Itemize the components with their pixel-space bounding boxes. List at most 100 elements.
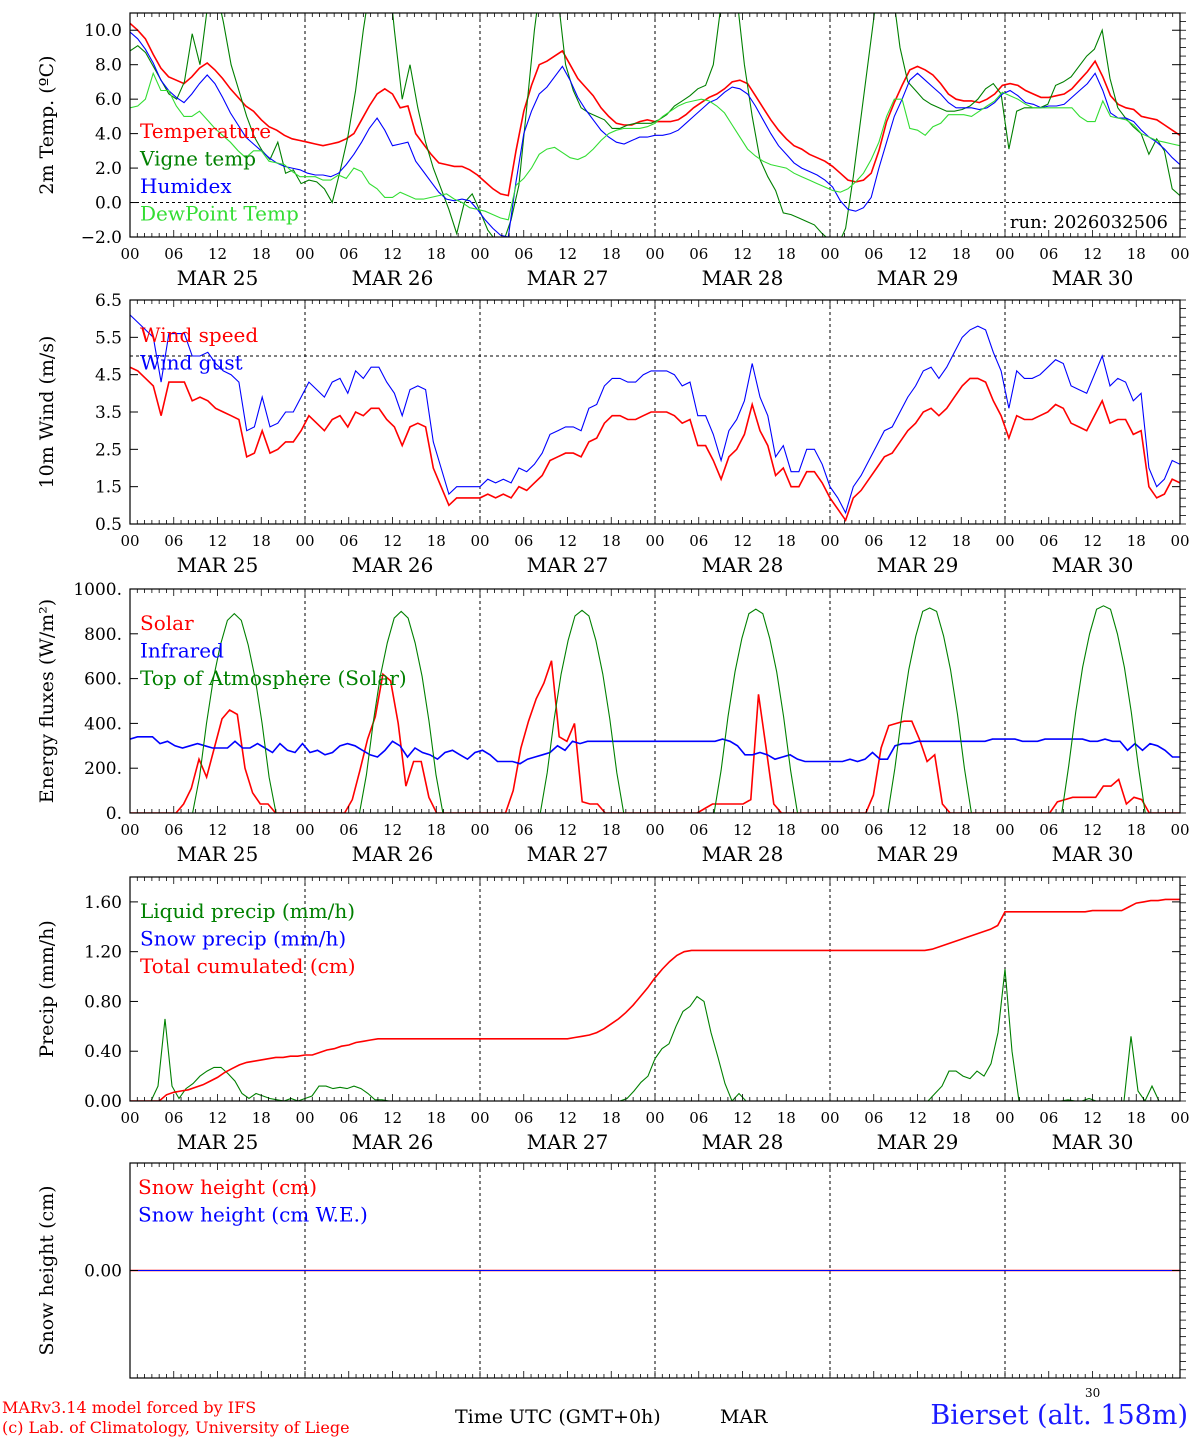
- hour-tick-label: 06: [514, 821, 533, 839]
- hour-tick-label: 12: [558, 245, 577, 263]
- hour-tick-label: 06: [164, 1109, 183, 1127]
- y-tick-label: 1.60: [84, 893, 122, 913]
- y-tick-label: 8.0: [95, 56, 122, 76]
- series-wind-gust: [130, 314, 1180, 515]
- day-label: MAR 25: [177, 1130, 259, 1154]
- time-axis-label: Time UTC (GMT+0h): [455, 1406, 661, 1428]
- hour-tick-label: 00: [820, 532, 839, 550]
- hour-tick-label: 06: [164, 532, 183, 550]
- panel-frame: [129, 588, 1181, 814]
- hour-tick-label: 18: [427, 1109, 446, 1127]
- hour-tick-label: 18: [252, 1109, 271, 1127]
- hour-tick-label: 00: [120, 1109, 139, 1127]
- y-tick-label: 0.5: [95, 515, 122, 535]
- hour-tick-label: 06: [689, 532, 708, 550]
- y-tick-label: 1.20: [84, 943, 122, 963]
- y-tick-label: 4.5: [95, 366, 122, 386]
- hour-tick-label: 06: [864, 821, 883, 839]
- hour-tick-label: 12: [1083, 821, 1102, 839]
- hour-tick-label: 12: [383, 532, 402, 550]
- hour-tick-label: 00: [470, 532, 489, 550]
- hour-tick-label: 12: [908, 532, 927, 550]
- series-dewpoint-temp: [130, 71, 1180, 221]
- legend-entry: Liquid precip (mm/h): [140, 899, 355, 923]
- hour-tick-label: 00: [1170, 532, 1189, 550]
- hour-tick-label: 18: [602, 245, 621, 263]
- model-label: MARv3.14 model forced by IFS: [2, 1398, 257, 1417]
- day-label: MAR 27: [527, 266, 609, 290]
- hour-tick-label: 06: [1039, 245, 1058, 263]
- day-label: MAR 26: [352, 553, 434, 577]
- day-label: MAR 27: [527, 1130, 609, 1154]
- day-marker: 30: [1085, 1386, 1101, 1400]
- hour-tick-label: 12: [208, 1109, 227, 1127]
- month-label: MAR: [720, 1406, 768, 1428]
- hour-tick-label: 00: [820, 245, 839, 263]
- hour-tick-label: 06: [339, 532, 358, 550]
- hour-tick-label: 18: [952, 532, 971, 550]
- y-tick-label: 3.5: [95, 403, 122, 423]
- day-label: MAR 27: [527, 553, 609, 577]
- y-tick-label: 1.5: [95, 478, 122, 498]
- hour-tick-label: 18: [252, 532, 271, 550]
- hour-tick-label: 00: [820, 821, 839, 839]
- hour-tick-label: 18: [1127, 532, 1146, 550]
- panel-precip: 0.00 0.40 0.80 1.20 1.60 Precip (mm/h) 00 06 12 1…: [36, 876, 1190, 1154]
- y-tick-label: 6.0: [95, 90, 122, 110]
- day-label: MAR 25: [177, 553, 259, 577]
- hour-tick-label: 00: [470, 821, 489, 839]
- day-label: MAR 28: [702, 553, 784, 577]
- hour-tick-label: 12: [1083, 245, 1102, 263]
- hour-tick-label: 12: [733, 245, 752, 263]
- legend-entry: Humidex: [140, 174, 232, 198]
- hour-tick-label: 18: [777, 245, 796, 263]
- hour-tick-label: 18: [952, 245, 971, 263]
- hour-tick-label: 12: [208, 821, 227, 839]
- day-label: MAR 29: [877, 1130, 959, 1154]
- legend-entry: Solar: [140, 611, 194, 635]
- hour-tick-label: 00: [120, 821, 139, 839]
- hour-tick-label: 18: [427, 532, 446, 550]
- hour-tick-label: 12: [208, 245, 227, 263]
- day-label: MAR 25: [177, 842, 259, 866]
- hour-tick-label: 00: [995, 245, 1014, 263]
- y-tick-label: 200.: [84, 759, 122, 779]
- y-tick-label: 0.00: [84, 1262, 122, 1282]
- day-label: MAR 29: [877, 553, 959, 577]
- hour-tick-label: 06: [514, 1109, 533, 1127]
- hour-tick-label: 18: [602, 1109, 621, 1127]
- y-tick-label: 0.: [106, 804, 122, 824]
- day-label: MAR 28: [702, 266, 784, 290]
- series-total-cumulated-cm-: [130, 898, 1180, 1101]
- hour-tick-label: 18: [777, 532, 796, 550]
- station-label: Bierset (alt. 158m): [930, 1400, 1188, 1431]
- y-axis-label: 10m Wind (m/s): [36, 336, 58, 489]
- series-wind-speed: [130, 366, 1180, 523]
- legend-entry: DewPoint Temp: [140, 202, 299, 226]
- hour-tick-label: 00: [120, 532, 139, 550]
- hour-tick-label: 00: [295, 532, 314, 550]
- hour-tick-label: 12: [1083, 1109, 1102, 1127]
- hour-tick-label: 06: [1039, 532, 1058, 550]
- hour-tick-label: 00: [995, 532, 1014, 550]
- hour-tick-label: 06: [864, 245, 883, 263]
- y-tick-label: 0.40: [84, 1042, 122, 1062]
- hour-tick-label: 12: [383, 821, 402, 839]
- hour-tick-label: 12: [908, 1109, 927, 1127]
- hour-tick-label: 18: [252, 821, 271, 839]
- legend-entry: Top of Atmosphere (Solar): [140, 666, 407, 690]
- hour-tick-label: 00: [295, 821, 314, 839]
- panel-temp: −2.0 0.0 2.0 4.0 6.0 8.0 10.0 2m Temp. (ºC) 00 06…: [36, 12, 1190, 290]
- hour-tick-label: 06: [514, 245, 533, 263]
- panel-wind: 0.5 1.5 2.5 3.5 4.5 5.5 6.5 10m Wind (m/s) 00 06 1…: [36, 291, 1190, 577]
- hour-tick-label: 00: [1170, 821, 1189, 839]
- y-tick-label: 5.5: [95, 328, 122, 348]
- hour-tick-label: 00: [645, 1109, 664, 1127]
- hour-tick-label: 00: [645, 532, 664, 550]
- legend-entry: Temperature: [140, 119, 271, 143]
- hour-tick-label: 12: [558, 532, 577, 550]
- legend-entry: Snow height (cm): [138, 1175, 317, 1199]
- hour-tick-label: 18: [427, 821, 446, 839]
- y-tick-label: 2.5: [95, 440, 122, 460]
- legend-entry: Vigne temp: [139, 147, 256, 171]
